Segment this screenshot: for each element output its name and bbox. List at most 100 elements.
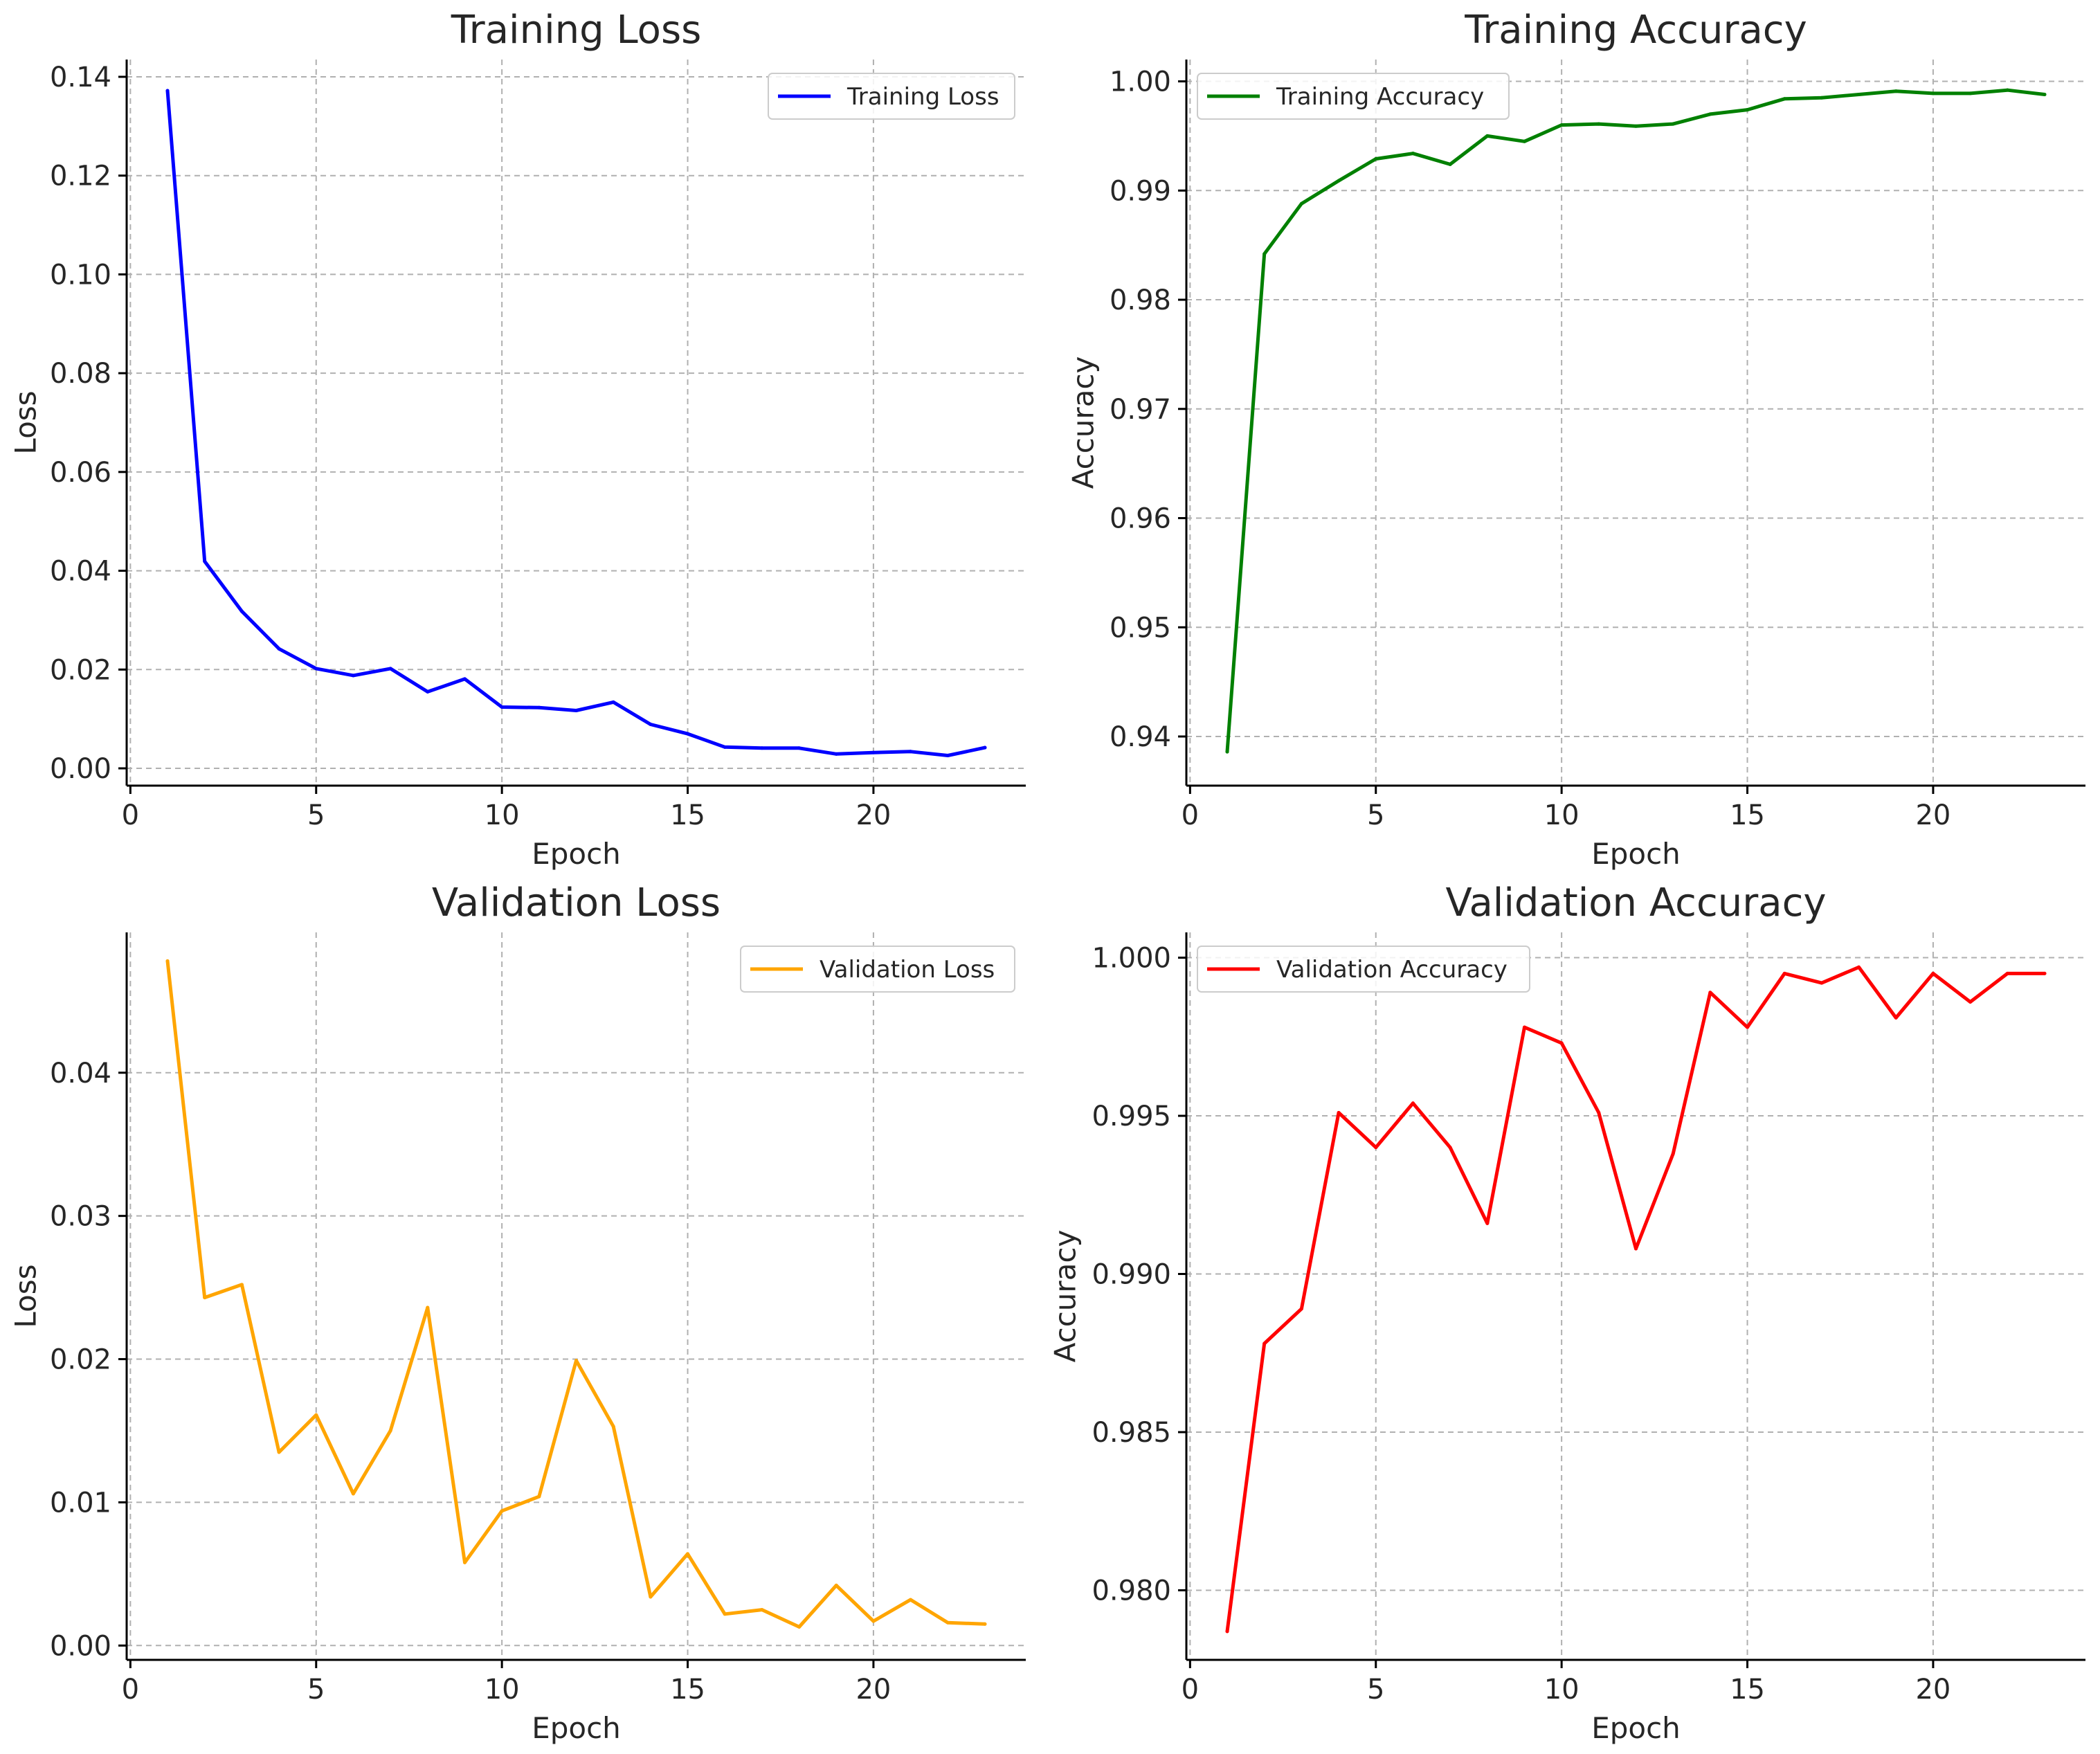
y-tick-label: 0.98 [1110, 284, 1171, 316]
data-point [797, 746, 802, 750]
data-point [388, 1429, 392, 1433]
data-point [1597, 1110, 1601, 1114]
data-point [314, 1413, 318, 1417]
data-point [760, 746, 764, 750]
x-tick-label: 15 [1730, 799, 1765, 831]
data-point [1299, 201, 1303, 206]
data-point [1708, 112, 1712, 116]
data-point [1485, 1221, 1490, 1225]
data-point [945, 1620, 950, 1625]
data-point [1782, 971, 1786, 975]
data-point [500, 1509, 504, 1513]
data-point [277, 647, 281, 651]
legend-frame [740, 946, 1015, 993]
y-tick-label: 0.980 [1092, 1575, 1171, 1607]
y-tick-label: 0.08 [50, 358, 111, 390]
x-tick-label: 20 [856, 799, 891, 831]
data-point [983, 1622, 987, 1626]
data-point [611, 1425, 615, 1429]
y-tick-label: 0.00 [50, 1630, 111, 1662]
x-axis-label: Epoch [1591, 837, 1681, 871]
chart-title: Validation Loss [432, 880, 721, 925]
chart-panel-4: 0 5 10 15 20 0.980 0.985 0.990 0.995 1.000 Validat… [1049, 880, 2085, 1745]
x-tick-label: 20 [1915, 799, 1950, 831]
data-point [1746, 108, 1750, 112]
x-tick-label: 10 [485, 799, 520, 831]
series-line [1225, 88, 2047, 754]
data-point [239, 1283, 244, 1287]
data-point [2005, 971, 2009, 975]
data-point [834, 1583, 838, 1587]
data-point [351, 1492, 355, 1496]
data-point [1708, 991, 1712, 995]
data-point [1671, 1152, 1675, 1156]
data-point [909, 1598, 913, 1602]
chart-panel-3: 0 5 10 15 20 0.00 0.01 0.02 0.03 0.04 Validation L… [9, 880, 1026, 1745]
data-point [797, 1625, 802, 1629]
data-point [1857, 965, 1861, 969]
x-tick-label: 10 [1544, 1674, 1579, 1706]
gridlines [1186, 60, 2085, 786]
data-point [1894, 1015, 1898, 1020]
data-point [203, 1296, 207, 1300]
gridlines [127, 60, 1026, 786]
y-tick-label: 0.01 [50, 1487, 111, 1519]
data-point [1857, 92, 1861, 96]
data-point [426, 689, 430, 694]
data-point [1894, 89, 1898, 93]
data-point [1634, 1247, 1638, 1251]
y-tick-label: 0.99 [1110, 175, 1171, 207]
data-point [1262, 252, 1267, 256]
chart-title: Training Accuracy [1464, 8, 1807, 53]
data-point [1485, 134, 1490, 138]
x-tick-label: 0 [122, 1674, 139, 1706]
x-tick-label: 15 [670, 799, 705, 831]
data-point [388, 667, 392, 671]
data-point [1634, 124, 1638, 128]
x-tick-label: 5 [1367, 1674, 1384, 1706]
data-point [426, 1305, 430, 1310]
y-tick-label: 0.12 [50, 161, 111, 192]
data-point [500, 705, 504, 709]
x-tick-label: 20 [1915, 1674, 1950, 1706]
y-tick-label: 0.03 [50, 1201, 111, 1233]
chart-title: Validation Accuracy [1446, 880, 1827, 925]
data-point [1374, 157, 1378, 161]
x-tick-label: 10 [485, 1674, 520, 1706]
data-point [1820, 96, 1824, 100]
series-line [165, 89, 987, 757]
data-point [1448, 162, 1452, 166]
chart-title: Training Loss [451, 8, 702, 53]
data-point [1746, 1025, 1750, 1029]
data-point [1597, 122, 1601, 126]
data-point [314, 667, 318, 671]
data-point [1411, 152, 1415, 156]
legend: Validation Accuracy [1197, 946, 1530, 993]
data-point [1559, 1041, 1564, 1045]
data-point [686, 1552, 690, 1556]
data-point [1522, 1025, 1526, 1029]
data-point [1299, 1307, 1303, 1311]
y-tick-label: 0.995 [1092, 1101, 1171, 1132]
data-point [945, 753, 950, 757]
data-point [277, 1450, 281, 1454]
gridlines [127, 932, 1026, 1660]
y-tick-label: 0.97 [1110, 394, 1171, 426]
data-point [537, 705, 541, 709]
y-tick-label: 0.985 [1092, 1417, 1171, 1449]
data-point [1968, 1000, 1973, 1004]
x-tick-label: 15 [1730, 1674, 1765, 1706]
legend: Validation Loss [740, 946, 1015, 993]
x-tick-label: 20 [856, 1674, 891, 1706]
data-point [2005, 88, 2009, 92]
data-point [1374, 1146, 1378, 1150]
y-axis-label: Loss [9, 390, 43, 454]
y-tick-label: 0.02 [50, 1344, 111, 1376]
data-point [834, 752, 838, 756]
data-point [760, 1608, 764, 1612]
x-tick-label: 0 [1182, 799, 1199, 831]
data-point [462, 1560, 467, 1564]
data-point [909, 750, 913, 754]
y-tick-label: 0.00 [50, 753, 111, 785]
